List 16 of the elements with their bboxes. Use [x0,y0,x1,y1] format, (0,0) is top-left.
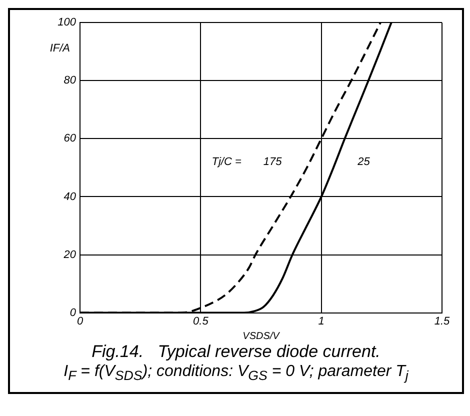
series-label: 175 [263,156,283,168]
y-tick-label: 100 [58,16,77,29]
y-tick-label: 0 [70,306,77,319]
y-tick-label: 80 [64,74,77,87]
y-axis-title: IF/A [50,42,70,55]
x-tick-label: 0.5 [193,315,210,328]
legend-title: Tj/C = [212,156,242,168]
x-axis-title: VSDS/V [242,330,281,342]
y-tick-label: 60 [64,132,77,145]
y-tick-label: 20 [62,248,77,261]
x-tick-label: 1 [318,315,324,328]
y-tick-label: 40 [64,190,77,203]
x-tick-label: 1.5 [434,315,451,328]
text: Fig.14. Typical reverse diode current. [90,342,382,362]
text: I$_{F}$ = f(V$_{SDS}$); conditions: V$_{GS}$ = 0 V; parameter T$_{j}$ [62,362,410,386]
series-label: 25 [356,156,371,168]
